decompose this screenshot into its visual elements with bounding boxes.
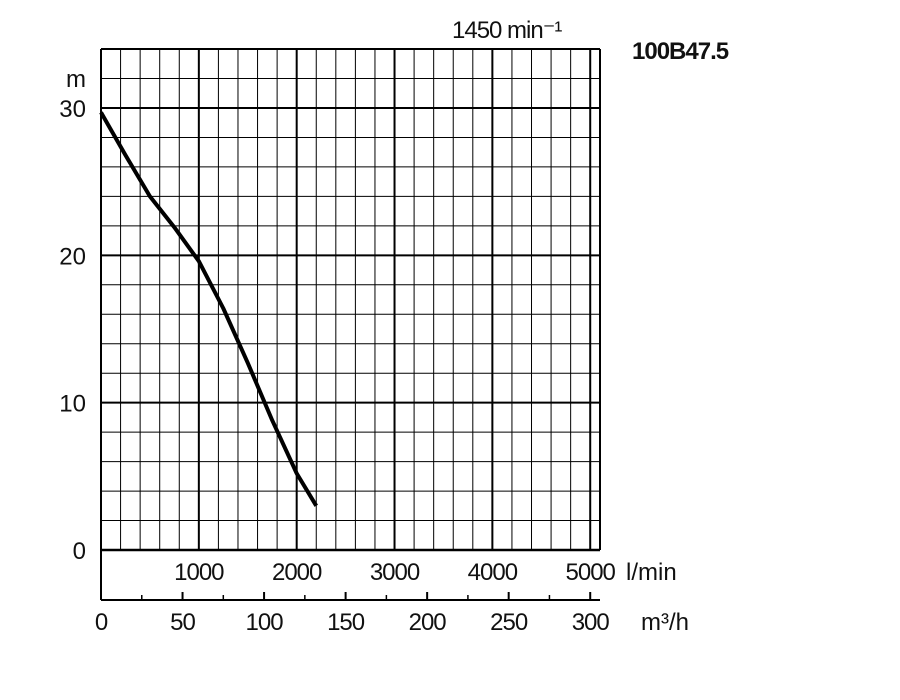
tick-label-m3h: 50 [170, 609, 195, 636]
tick-labels: 0 50 100 150 200 250 300 1000 2000 3000 4000 5000 0 1… [59, 96, 616, 636]
tick-label-y: 20 [59, 243, 86, 270]
tick-label-m3h: 100 [246, 609, 284, 636]
tick-label-y: 30 [59, 96, 86, 123]
x-axis-unit-m3h: m³/h [641, 609, 689, 636]
tick-label-m3h: 250 [490, 609, 528, 636]
pump-curve-line [99, 111, 318, 507]
tick-label-m3h: 150 [327, 609, 365, 636]
chart-title: 100B47.5 [632, 38, 729, 65]
y-axis-unit-label: m [66, 66, 86, 93]
tick-label-lmin: 1000 [174, 559, 224, 586]
tick-label-m3h: 200 [409, 609, 447, 636]
x-axis-unit-lmin: l/min [626, 559, 677, 586]
tick-label-m3h: 0 [95, 609, 108, 636]
tick-label-m3h: 300 [572, 609, 610, 636]
series-group [99, 111, 318, 507]
tick-label-lmin: 2000 [272, 559, 322, 586]
plot-frame [100, 48, 601, 601]
tick-label-y: 0 [73, 538, 86, 565]
tick-label-lmin: 3000 [370, 559, 420, 586]
tick-label-y: 10 [59, 391, 86, 418]
tick-label-lmin: 4000 [468, 559, 518, 586]
speed-label: 1450 min⁻¹ [452, 17, 562, 44]
tick-label-lmin: 5000 [566, 559, 616, 586]
grid [101, 49, 600, 550]
